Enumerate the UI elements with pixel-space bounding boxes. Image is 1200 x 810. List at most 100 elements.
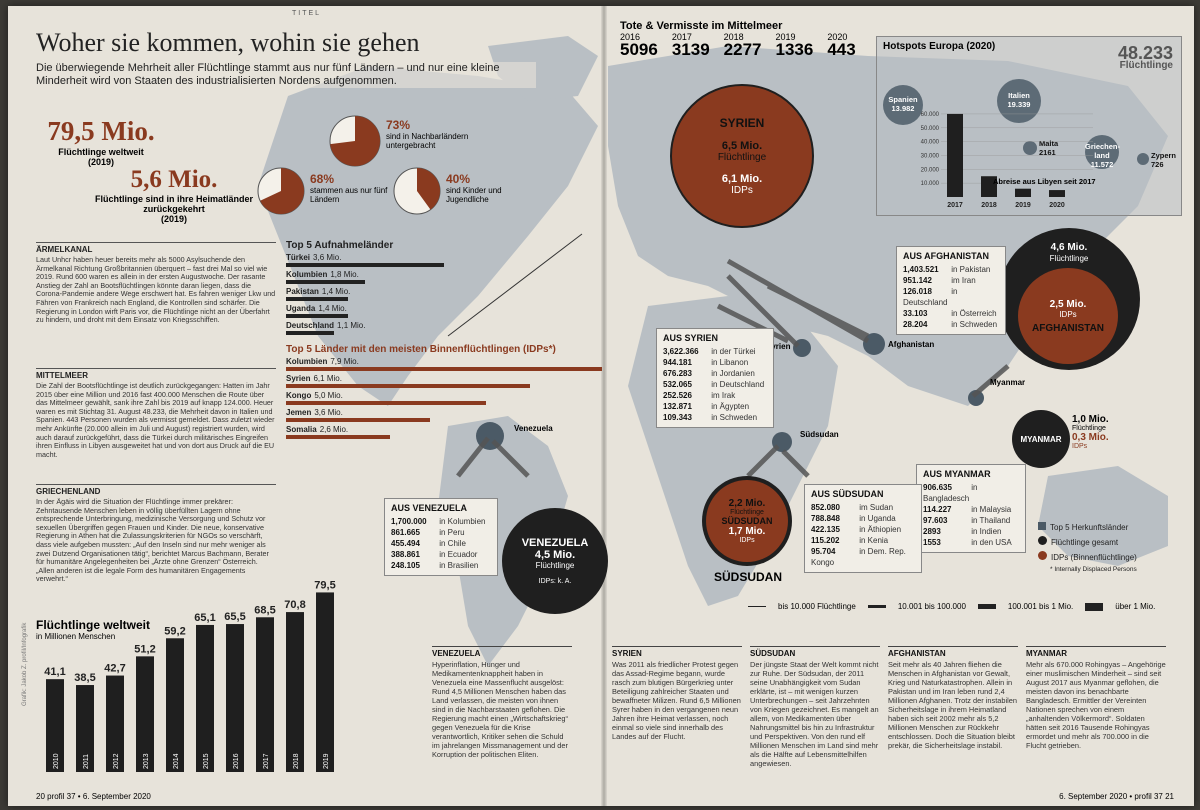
box-row-place: in Brasilien <box>437 561 479 570</box>
bar-mark <box>286 314 348 318</box>
bottom-article-afghanistan: AFGHANISTAN Seit mehr als 40 Jahren flie… <box>888 646 1018 750</box>
box-row-place: in Kenia <box>857 536 889 545</box>
label-suedsudan-big: SÜDSUDAN <box>714 570 783 584</box>
box-afghanistan: AUS AFGHANISTAN 1,403.521 in Pakistan 951… <box>896 246 1006 335</box>
worldwide-chart-header: Flüchtlinge weltweit in Millionen Mensch… <box>36 618 150 641</box>
hotspot-label: Malta 2161 <box>1039 139 1109 157</box>
pie-chart-40 <box>393 167 441 215</box>
box-row-place: in Uganda <box>857 514 896 523</box>
hotspot-name: Spanien <box>888 95 918 104</box>
hotspots-title: Hotspots Europa (2020) <box>883 41 996 52</box>
box-row-value: 95.704 <box>811 547 836 556</box>
box-row: 1,700.000 in Kolumbien <box>391 516 491 527</box>
flow-swatch-1 <box>748 606 766 607</box>
suedsudan-idps-label: IDPs <box>739 537 755 544</box>
box-row-place: in Österreich <box>949 309 997 318</box>
mittelmeer-year: 2017 <box>671 32 692 42</box>
pie-group-2: 68% stammen aus nur fünf Ländern <box>256 166 387 221</box>
legend: Top 5 Herkunftsländer Flüchtlinge gesamt… <box>1038 522 1137 573</box>
box-row-place: in Indien <box>969 527 1002 536</box>
hotspot-name: Malta <box>1039 139 1059 148</box>
box-row-place: im Irak <box>709 391 736 400</box>
bottom-venezuela-text: Hyperinflation, Hunger und Medikamentenk… <box>432 660 568 759</box>
venezuela-idps: IDPs: k. A. <box>538 578 572 585</box>
mittelmeer-stats: Tote & Vermisste im Mittelmeer 2016 5096 2… <box>620 20 856 58</box>
box-row-place: in Jordanien <box>709 369 755 378</box>
returned-year: (2019) <box>160 214 187 224</box>
bottom-article-suedsudan: SÜDSUDAN Der jüngste Staat der Welt komm… <box>750 646 880 768</box>
mittelmeer-year: 2020 <box>827 32 848 42</box>
circle-suedsudan: 2,2 Mio. Flüchtlinge SÜDSUDAN 1,7 Mio. I… <box>702 476 792 566</box>
box-row-value: 1553 <box>923 538 941 547</box>
pie-40-label: 40% <box>446 172 471 186</box>
returned-value: 5,6 Mio. <box>130 166 218 193</box>
label-afghanistan: Afghanistan <box>888 340 935 349</box>
circle-venezuela: VENEZUELA 4,5 Mio. Flüchtlinge IDPs: k. … <box>502 508 608 614</box>
bar-value-label: 51,2 <box>134 643 155 655</box>
box-syrien-title: AUS SYRIEN <box>663 333 719 343</box>
suedsudan-name: SÜDSUDAN <box>721 516 773 526</box>
libya-year: 2020 <box>1049 202 1065 209</box>
box-row-place: in Dem. Rep. Kongo <box>811 547 906 567</box>
mittelmeer-year: 2019 <box>775 32 796 42</box>
bar-row: Türkei 3,6 Mio. <box>286 253 486 270</box>
box-row: 422.135 in Äthiopien <box>811 524 915 535</box>
bar-country: Syrien <box>286 374 311 383</box>
legend-total: Flüchtlinge gesamt <box>1051 538 1119 547</box>
bar-row: Somalia 2,6 Mio. <box>286 425 606 442</box>
label-syrien: Syrien <box>766 342 791 351</box>
myanmar-idps-label: IDPs <box>1072 443 1088 450</box>
bar-row: Jemen 3,6 Mio. <box>286 408 606 425</box>
box-row-place: in Libanon <box>709 358 749 367</box>
article-griechenland: GRIECHENLAND In der Ägäis wird die Situa… <box>36 484 276 584</box>
box-row-place: in Pakistan <box>949 265 991 274</box>
top5-host-title: Top 5 Aufnahmeländer <box>286 240 394 251</box>
myanmar-stats: 1,0 Mio. Flüchtlinge 0,3 Mio. IDPs <box>1072 414 1109 450</box>
legend-footnote: * Internally Displaced Persons <box>1050 566 1137 573</box>
hotspot-circle <box>1085 135 1119 169</box>
box-row-value: 114.227 <box>923 505 952 514</box>
box-row: 906.635 in Bangladesch <box>923 482 1019 504</box>
box-row-value: 1,700.000 <box>391 517 427 526</box>
total-value: 79,5 Mio. <box>47 116 155 146</box>
bar-value: 1,1 Mio. <box>337 321 366 330</box>
bar-year-label: 2014 <box>173 753 180 769</box>
hotspot-value: 2161 <box>1039 148 1056 157</box>
flow-legend-4: über 1 Mio. <box>1115 602 1156 611</box>
pie-slice <box>417 168 440 210</box>
afghanistan-name: AFGHANISTAN <box>1031 322 1105 334</box>
returned-label: Flüchtlinge sind in ihre Heimatländer zu… <box>94 194 254 214</box>
bottom-suedsudan-title: SÜDSUDAN <box>750 646 880 658</box>
box-row-value: 422.135 <box>811 525 840 534</box>
bar-country: Pakistan <box>286 287 319 296</box>
mittelmeer-value: 1336 <box>775 40 814 59</box>
box-row-value: 676.283 <box>663 369 692 378</box>
box-row-value: 455.494 <box>391 539 420 548</box>
bar-value: 3,6 Mio. <box>313 253 342 262</box>
bar-2017 <box>256 617 274 772</box>
article-aermelkanal-text: Laut Unhcr haben heuer bereits mehr als … <box>36 255 276 325</box>
article-mittelmeer: MITTELMEER Die Zahl der Bootsflüchtlinge… <box>36 368 276 459</box>
libya-bar-chart: 60.000 50.000 40.000 30.000 20.000 10.000 2017… <box>921 112 1093 209</box>
bar-value: 6,1 Mio. <box>313 374 342 383</box>
bar-country: Kolumbien <box>286 270 328 279</box>
syrien-refugees-label: Flüchtlinge <box>717 152 767 163</box>
bottom-afghanistan-text: Seit mehr als 40 Jahren fliehen die Mens… <box>888 660 1018 750</box>
bar-country: Kolumbien <box>286 357 328 366</box>
box-row-place: in Thailand <box>969 516 1011 525</box>
bar-country: Uganda <box>286 304 316 313</box>
footer-left: 20 profil 37 • 6. September 2020 <box>36 792 151 801</box>
suedsudan-refugees-label: Flüchtlinge <box>730 509 764 516</box>
box-row-place: in Malaysia <box>969 505 1012 514</box>
bar-value: 1,8 Mio. <box>330 270 359 279</box>
box-syrien: AUS SYRIEN 3,622.366 in der Türkei 944.18… <box>656 328 774 428</box>
afghanistan-refugees-label: Flüchtlinge <box>1049 254 1089 263</box>
myanmar-name: MYANMAR <box>1020 434 1062 444</box>
bar-mark <box>286 435 390 439</box>
box-row: 97.603 in Thailand <box>923 515 1019 526</box>
bar-mark <box>286 297 348 301</box>
box-venezuela-title: AUS VENEZUELA <box>391 503 468 513</box>
myanmar-idps: 0,3 Mio. <box>1072 432 1109 443</box>
bar-value-label: 79,5 <box>314 579 335 591</box>
myanmar-refugees-label: Flüchtlinge <box>1072 425 1106 432</box>
